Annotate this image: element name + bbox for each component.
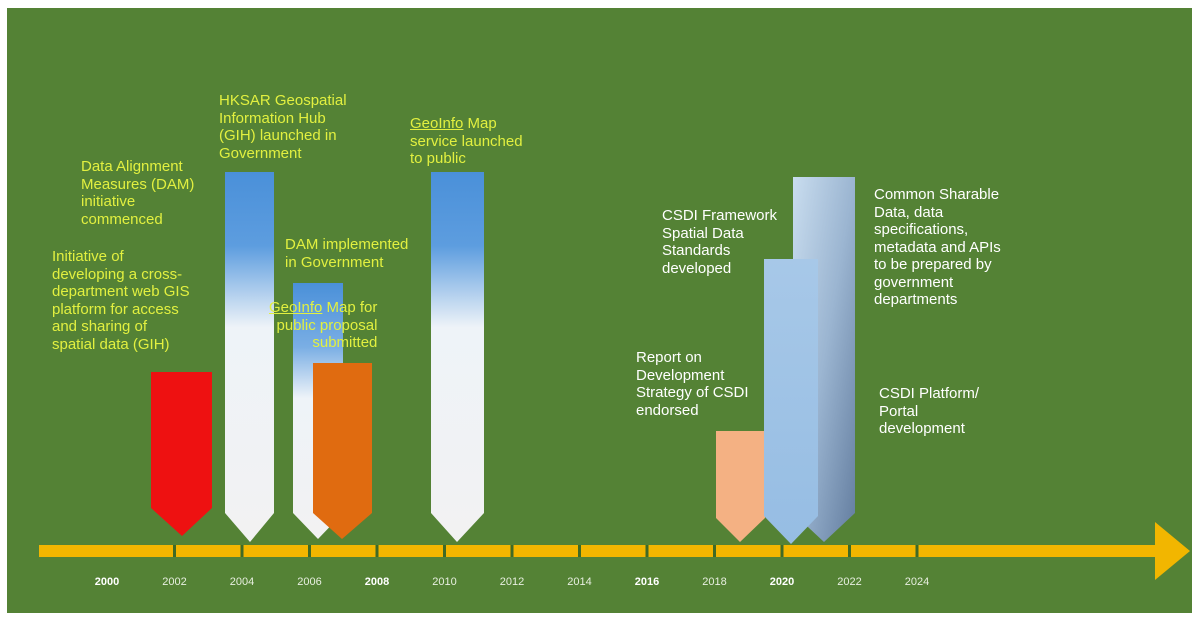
arrow-blue-white-gih — [225, 172, 274, 542]
milestone-csdi-framework-label: CSDI Framework Spatial Data Standards de… — [662, 207, 778, 277]
timeline-axis: 2000 2002 2004 2006 2008 2010 2012 2014 2016 2018… — [39, 522, 1190, 588]
axis-tick-2018 — [713, 545, 716, 557]
axis-tick-2020 — [780, 545, 784, 557]
arrow-peach — [716, 431, 765, 542]
milestone-geoinfo-launched-label: GeoInfo Map service launched to public — [410, 115, 523, 168]
milestone-gih-launched-label: HKSAR Geospatial Information Hub (GIH) l… — [219, 92, 347, 162]
milestone-gih-initiative-label: Initiative of developing a cross- depart… — [52, 248, 190, 353]
year-label-2018: 2018 — [702, 576, 726, 588]
geoinfo-launched-name: GeoInfo — [410, 115, 464, 132]
timeline-slide: 2000 2002 2004 2006 2008 2010 2012 2014 2016 2018… — [7, 8, 1192, 613]
axis-tick-2008 — [375, 545, 379, 557]
axis-tick-2002 — [173, 545, 176, 557]
geoinfo-proposal-rest: Map for public proposal submitted — [276, 299, 378, 351]
geoinfo-launched-rest: Map service launched to public — [410, 115, 523, 167]
year-label-2012: 2012 — [500, 576, 524, 588]
year-label-2016: 2016 — [635, 576, 659, 588]
axis-tick-2006 — [308, 545, 311, 557]
axis-arrow-head — [1155, 522, 1190, 580]
year-label-2000: 2000 — [95, 576, 119, 588]
arrow-blue-white-geoinfo — [431, 172, 484, 542]
axis-tick-2004 — [240, 545, 244, 557]
year-label-2024: 2024 — [905, 576, 929, 588]
arrow-red — [151, 372, 212, 536]
axis-tick-2024 — [915, 545, 919, 557]
arrow-orange — [313, 363, 372, 539]
year-label-2010: 2010 — [432, 576, 456, 588]
year-label-2002: 2002 — [162, 576, 186, 588]
axis-tick-2014 — [578, 545, 581, 557]
geoinfo-proposal-name: GeoInfo — [269, 299, 323, 316]
axis-tick-2022 — [848, 545, 851, 557]
year-label-2020: 2020 — [770, 576, 794, 588]
milestone-dam-implemented-label: DAM implemented in Government — [285, 236, 409, 271]
arrow-light-blue — [764, 259, 818, 544]
milestone-csdi-platform-label: CSDI Platform/ Portal development — [879, 385, 980, 437]
axis-tick-2016 — [645, 545, 649, 557]
year-label-2004: 2004 — [230, 576, 254, 588]
axis-tick-2012 — [510, 545, 514, 557]
milestone-sharable-data-label: Common Sharable Data, data specification… — [874, 186, 1001, 308]
year-label-2008: 2008 — [365, 576, 389, 588]
axis-tick-2010 — [443, 545, 446, 557]
year-label-2014: 2014 — [567, 576, 591, 588]
milestone-dam-commenced-label: Data Alignment Measures (DAM) initiative… — [81, 158, 195, 228]
timeline-diagram: 2000 2002 2004 2006 2008 2010 2012 2014 2016 2018… — [39, 172, 1190, 588]
milestone-csdi-report-label: Report on Development Strategy of CSDI e… — [636, 349, 749, 419]
milestone-geoinfo-proposal-label: GeoInfo Map for public proposal submitte… — [269, 299, 377, 352]
year-label-2006: 2006 — [297, 576, 321, 588]
year-label-2022: 2022 — [837, 576, 861, 588]
